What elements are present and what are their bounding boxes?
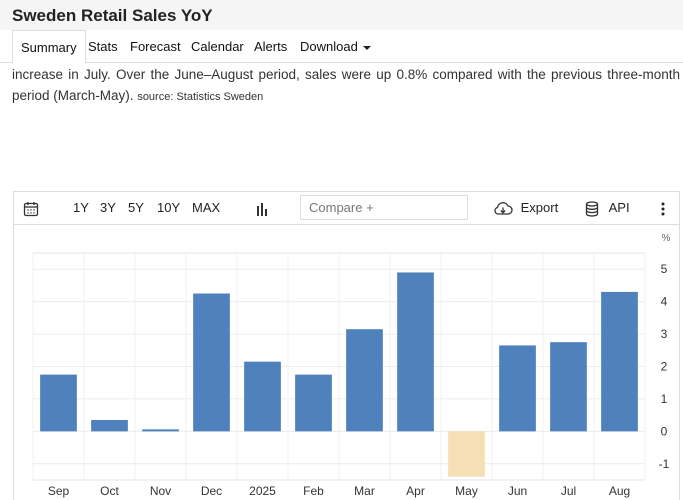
description-line1: increase in July. Over the June–August p…: [12, 67, 680, 103]
tab-alerts[interactable]: Alerts: [254, 39, 288, 54]
chevron-down-icon: [362, 45, 371, 50]
tab-calendar[interactable]: Calendar: [191, 39, 244, 54]
y-tick-label: 5: [661, 262, 668, 276]
y-tick-label: 4: [661, 295, 668, 309]
range-max-button[interactable]: MAX: [192, 200, 221, 215]
bar: [550, 342, 587, 432]
bar: [91, 420, 128, 432]
bar: [499, 345, 536, 432]
bar: [295, 374, 332, 432]
description: increase in July. Over the June–August p…: [12, 64, 680, 108]
range-10y-button[interactable]: 10Y: [157, 200, 181, 215]
tab-forecast[interactable]: Forecast: [130, 39, 181, 54]
calendar-icon[interactable]: [23, 192, 39, 224]
more-options-icon[interactable]: [661, 192, 665, 224]
bar: [40, 374, 77, 432]
bar: [397, 272, 434, 432]
y-tick-label: -1: [659, 457, 670, 471]
tab-download[interactable]: Download: [300, 30, 371, 63]
bar: [346, 329, 383, 432]
database-icon: [585, 200, 599, 217]
export-button[interactable]: Export: [493, 192, 558, 224]
bar: [601, 291, 638, 432]
y-tick-label: 0: [661, 424, 668, 438]
chart-toolbar: 1Y 3Y 5Y 10Y MAX Compare + Export API: [13, 191, 680, 225]
tab-summary[interactable]: Summary: [12, 30, 86, 64]
bar: [142, 429, 179, 432]
tab-download-label: Download: [300, 39, 358, 54]
bar-chart: -1 0 1 2 3 4 5% Sep Oct Nov Dec 2025 Feb Mar Apr May Jun…: [32, 233, 671, 498]
x-tick-label: Oct: [100, 484, 119, 498]
api-label: API: [608, 200, 630, 215]
compare-input[interactable]: Compare +: [300, 195, 468, 220]
tab-stats[interactable]: Stats: [88, 39, 118, 54]
title-bar: Sweden Retail Sales YoY: [0, 0, 683, 30]
source-note: source: Statistics Sweden: [137, 91, 264, 103]
x-tick-label: Sep: [48, 484, 70, 498]
x-tick-label: Mar: [354, 484, 375, 498]
range-3y-button[interactable]: 3Y: [100, 200, 116, 215]
x-tick-label: Feb: [303, 484, 324, 498]
y-tick-label: 1: [661, 392, 668, 406]
description-line2: (March-May).: [53, 88, 134, 103]
x-tick-label: Jun: [508, 484, 527, 498]
chart-type-icon[interactable]: [255, 192, 269, 224]
x-tick-label: Jul: [561, 484, 576, 498]
y-unit-label: %: [662, 233, 671, 244]
page-title: Sweden Retail Sales YoY: [12, 6, 213, 25]
x-tick-label: Aug: [609, 484, 630, 498]
y-tick-label: 3: [661, 327, 668, 341]
range-5y-button[interactable]: 5Y: [128, 200, 144, 215]
y-tick-label: 2: [661, 360, 668, 374]
x-tick-label: May: [455, 484, 478, 498]
bar: [448, 431, 485, 477]
chart-panel: -1 0 1 2 3 4 5% Sep Oct Nov Dec 2025 Feb Mar Apr May Jun…: [13, 225, 680, 500]
api-button[interactable]: API: [585, 192, 630, 224]
cloud-download-icon: [494, 201, 513, 215]
x-tick-label: Dec: [201, 484, 222, 498]
range-1y-button[interactable]: 1Y: [73, 200, 89, 215]
x-tick-label: 2025: [249, 484, 276, 498]
x-tick-label: Nov: [150, 484, 171, 498]
x-tick-label: Apr: [406, 484, 425, 498]
bar: [193, 293, 230, 432]
export-label: Export: [520, 200, 559, 215]
tab-bar: Summary Stats Forecast Calendar Alerts D…: [0, 30, 683, 64]
bar: [244, 361, 281, 432]
